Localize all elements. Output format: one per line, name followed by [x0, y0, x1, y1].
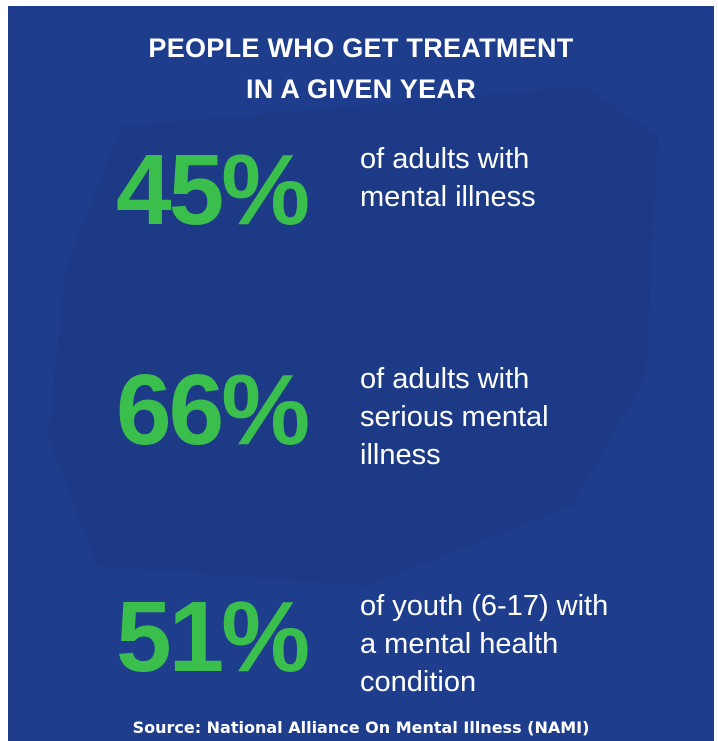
stat-percentage: 66% — [116, 354, 310, 466]
stat-adults-serious-mental-illness: 66% of adults with serious mental illnes… — [8, 354, 714, 504]
headline-line-2: IN A GIVEN YEAR — [245, 74, 477, 104]
stat-youth-mental-health: 51% of youth (6-17) with a mental health… — [8, 581, 714, 731]
headline: PEOPLE WHO GET TREATMENT IN A GIVEN YEAR — [8, 28, 714, 110]
background-shape — [48, 86, 658, 586]
stat-adults-mental-illness: 45% of adults with mental illness — [8, 134, 714, 284]
headline-line-1: PEOPLE WHO GET TREATMENT — [148, 33, 574, 63]
stat-description: of adults with serious mental illness — [360, 363, 549, 471]
stat-description: of adults with mental illness — [360, 143, 536, 213]
source-credit: Source: National Alliance On Mental Illn… — [132, 718, 590, 737]
stat-description: of youth (6-17) with a mental health con… — [360, 590, 609, 698]
stat-percentage: 51% — [116, 581, 310, 693]
stat-percentage: 45% — [116, 134, 310, 246]
infographic-panel: PEOPLE WHO GET TREATMENT IN A GIVEN YEAR… — [8, 6, 714, 741]
